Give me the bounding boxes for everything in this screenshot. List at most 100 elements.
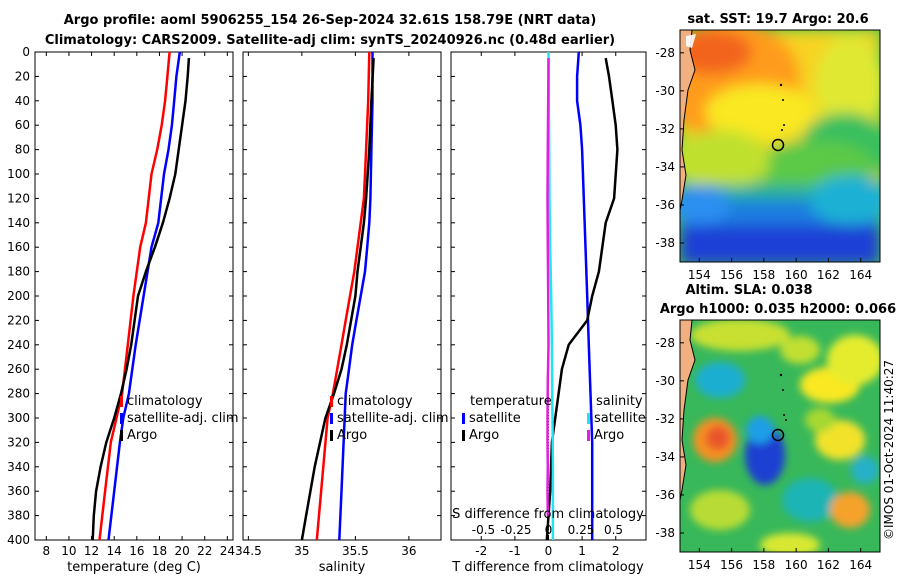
- y-tick-label: 80: [15, 143, 30, 157]
- x-tick-label: 12: [84, 544, 99, 558]
- legend-label: Argo: [337, 428, 367, 443]
- x-tick-label: 2: [612, 544, 620, 558]
- map-y-tick-label: -30: [655, 374, 675, 388]
- legend-swatch: [330, 430, 333, 441]
- y-tick-label: 160: [7, 240, 30, 254]
- difference-legend: temperature salinity satellite Argo satellit…: [462, 394, 646, 443]
- legend-label: Argo: [127, 428, 157, 443]
- argo-float-marker: [771, 138, 785, 152]
- legend-swatch: [587, 430, 590, 441]
- argo-float-marker-sla: [771, 428, 785, 442]
- sla-map-frame: [679, 319, 881, 553]
- legend-label: climatology: [337, 394, 413, 409]
- legend-swatch: [587, 413, 590, 424]
- legend-label: satellite: [469, 411, 521, 426]
- map-y-tick-label: -38: [655, 236, 675, 250]
- map-x-tick-label: 158: [752, 558, 775, 572]
- series-line-salinity-argo: [546, 58, 550, 516]
- y-tick-label: 260: [7, 362, 30, 376]
- map-x-tick-label: 164: [849, 268, 872, 282]
- sst-map-field: [680, 30, 880, 262]
- x-tick-label: -1: [509, 544, 521, 558]
- y-tick-label: 400: [7, 533, 30, 547]
- map-x-tick-label: 158: [752, 268, 775, 282]
- x-tick-label: 24: [220, 544, 235, 558]
- y-tick-label: 20: [15, 69, 30, 83]
- x-tick-label: 20: [174, 544, 189, 558]
- sst-map-title: sat. SST: 19.7 Argo: 20.6: [687, 12, 868, 27]
- series-line-climatology: [98, 51, 171, 541]
- s-tick-label: 0: [545, 523, 553, 537]
- x-tick-label: 16: [129, 544, 144, 558]
- map-x-tick-label: 154: [688, 558, 711, 572]
- y-tick-label: 380: [7, 509, 30, 523]
- y-tick-label: 300: [7, 411, 30, 425]
- map-y-tick-label: -34: [655, 160, 675, 174]
- sla-map-panel: Altim. SLA: 0.038 Argo h1000: 0.035 h200…: [655, 283, 896, 572]
- series-line-satellite-adj-clim: [107, 51, 182, 541]
- y-tick-label: 0: [22, 45, 30, 59]
- legend-swatch: [330, 396, 333, 407]
- sst-map-panel: sat. SST: 19.7 Argo: 20.6: [655, 12, 881, 282]
- map-x-tick-label: 162: [817, 268, 840, 282]
- x-tick-label: 0: [545, 544, 553, 558]
- x-tick-label: 10: [61, 544, 76, 558]
- legend-label: Argo: [594, 428, 624, 443]
- y-tick-label: 40: [15, 94, 30, 108]
- x-tick-label: 14: [107, 544, 122, 558]
- sla-map-field: [680, 320, 880, 552]
- map-y-tick-label: -36: [655, 488, 675, 502]
- legend-label: climatology: [127, 394, 203, 409]
- x-tick-label: 34.5: [235, 544, 262, 558]
- y-tick-label: 340: [7, 460, 30, 474]
- y-tick-label: 100: [7, 167, 30, 181]
- y-tick-label: 140: [7, 216, 30, 230]
- legend-label: satellite-adj. clim: [127, 411, 239, 426]
- series-line-argo: [91, 58, 191, 541]
- series-line-satellite-adj-clim: [338, 52, 374, 541]
- temperature-xlabel: temperature (deg C): [67, 560, 201, 575]
- legend-title-temperature: temperature: [470, 394, 552, 409]
- y-tick-label: 220: [7, 313, 30, 327]
- y-tick-label: 200: [7, 289, 30, 303]
- difference-xlabel: T difference from climatology: [451, 560, 644, 575]
- map-x-tick-label: 160: [785, 558, 808, 572]
- legend-label: Argo: [469, 428, 499, 443]
- y-tick-label: 180: [7, 265, 30, 279]
- legend-swatch: [120, 430, 123, 441]
- legend-swatch: [120, 413, 123, 424]
- map-y-tick-label: -32: [655, 412, 675, 426]
- y-tick-label: 240: [7, 338, 30, 352]
- map-y-tick-label: -28: [655, 46, 675, 60]
- x-tick-label: 35.5: [342, 544, 369, 558]
- x-tick-label: 36: [401, 544, 416, 558]
- series-line-salinity-satellite: [547, 51, 555, 540]
- salinity-xlabel: salinity: [319, 560, 366, 575]
- s-tick-label: 0.25: [568, 523, 595, 537]
- map-x-tick-label: 156: [720, 558, 743, 572]
- map-y-tick-label: -28: [655, 336, 675, 350]
- legend-swatch: [462, 413, 465, 424]
- x-tick-label: 35: [294, 544, 309, 558]
- x-tick-label: 8: [42, 544, 50, 558]
- salinity-legend: climatology satellite-adj. clim Argo: [330, 394, 449, 443]
- series-line-temperature-satellite: [575, 51, 594, 540]
- salinity-axes-frame: [242, 51, 442, 541]
- series-line-temperature-argo: [545, 57, 619, 541]
- y-tick-label: 320: [7, 435, 30, 449]
- x-tick-label: 1: [578, 544, 586, 558]
- legend-swatch: [462, 430, 465, 441]
- map-y-tick-label: -38: [655, 526, 675, 540]
- figure-title-line1: Argo profile: aoml 5906255_154 26-Sep-20…: [64, 13, 597, 28]
- map-x-tick-label: 156: [720, 268, 743, 282]
- legend-title-salinity: salinity: [596, 394, 643, 409]
- x-tick-label: 18: [152, 544, 167, 558]
- sla-map-title-line2: Argo h1000: 0.035 h2000: 0.066: [660, 302, 896, 317]
- sst-map-frame: [679, 29, 881, 263]
- sla-map-title-line1: Altim. SLA: 0.038: [686, 283, 813, 298]
- x-tick-label: -2: [475, 544, 487, 558]
- legend-label: satellite: [594, 411, 646, 426]
- map-x-tick-label: 160: [785, 268, 808, 282]
- legend-swatch: [120, 396, 123, 407]
